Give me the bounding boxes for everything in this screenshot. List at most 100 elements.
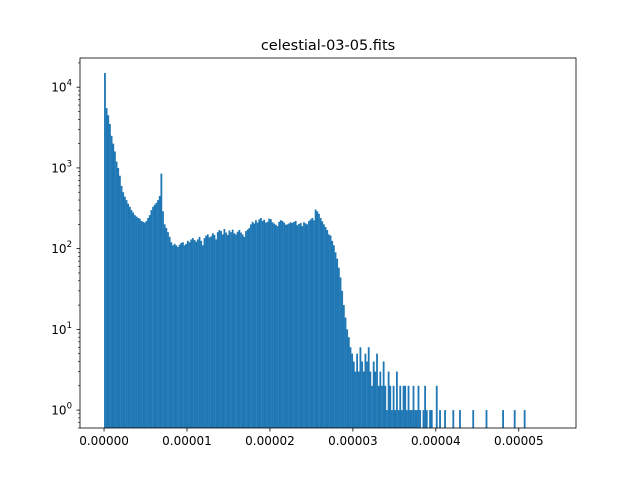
- histogram-bar: [381, 385, 383, 428]
- histogram-bar: [314, 209, 317, 428]
- y-tick-label: 103: [51, 159, 72, 175]
- histogram-bar: [435, 385, 438, 428]
- histogram-bar: [162, 211, 164, 428]
- histogram-bar: [349, 347, 352, 428]
- histogram-bar: [263, 219, 266, 428]
- histogram-bars: [104, 72, 526, 429]
- chart-title: celestial-03-05.fits: [261, 38, 395, 54]
- histogram-bar: [318, 213, 320, 428]
- histogram-bar: [362, 371, 365, 428]
- histogram-bar: [298, 224, 300, 428]
- histogram-bar: [193, 239, 196, 428]
- histogram-bar: [155, 202, 158, 428]
- histogram-bar: [502, 410, 504, 428]
- x-tick-label: 0.00002: [245, 434, 295, 448]
- histogram-bar: [228, 230, 231, 428]
- histogram-bar: [210, 236, 213, 428]
- histogram-bar: [309, 219, 312, 428]
- histogram-bar: [359, 347, 362, 428]
- histogram-bar: [301, 226, 304, 428]
- histogram-bar: [410, 410, 413, 428]
- axes-frame: [79, 57, 577, 429]
- histogram-bar: [107, 115, 110, 428]
- histogram-bar: [213, 234, 216, 428]
- histogram-bar: [168, 236, 171, 428]
- histogram-bar: [158, 195, 161, 428]
- histogram-bar: [334, 252, 337, 428]
- histogram-bar: [138, 218, 141, 428]
- histogram-bar: [206, 234, 209, 428]
- histogram-bar: [203, 238, 206, 428]
- histogram-bar: [200, 240, 203, 428]
- histogram-bar: [226, 234, 229, 428]
- histogram-bar: [180, 242, 183, 428]
- x-tick-label: 0.00000: [79, 434, 129, 448]
- histogram-bar: [331, 240, 334, 428]
- histogram-bar: [276, 226, 279, 428]
- histogram-bar: [321, 221, 324, 428]
- histogram-bar: [147, 217, 149, 428]
- histogram-bar: [133, 215, 136, 428]
- histogram-bar: [459, 410, 461, 428]
- histogram-bar: [175, 245, 178, 428]
- histogram-bar: [372, 361, 375, 428]
- histogram-bar: [417, 385, 420, 428]
- histogram-bar: [241, 234, 244, 428]
- histogram-bar: [271, 222, 274, 428]
- histogram-bar: [145, 221, 148, 428]
- y-axis: 100 101 102 103 104: [51, 62, 80, 429]
- x-tick-label: 0.00003: [328, 434, 378, 448]
- histogram-bar: [485, 410, 488, 428]
- histogram-bar: [238, 230, 241, 428]
- histogram-bar: [268, 218, 271, 428]
- histogram-bar: [253, 223, 256, 428]
- histogram-bar: [439, 410, 441, 428]
- histogram-bar: [223, 229, 226, 428]
- histogram-bar: [160, 173, 163, 428]
- histogram-bar: [216, 232, 219, 428]
- histogram-bar: [336, 258, 339, 428]
- histogram-bar: [444, 410, 446, 428]
- y-tick-label: 100: [51, 402, 72, 418]
- histogram-bar: [379, 371, 382, 428]
- histogram-bar: [248, 228, 251, 428]
- histogram-bar: [177, 246, 179, 428]
- histogram-bar: [117, 167, 120, 429]
- histogram-bar: [185, 243, 188, 428]
- histogram-bar: [291, 222, 294, 428]
- histogram-bar: [104, 72, 106, 429]
- histogram-bar: [304, 223, 307, 428]
- histogram-bar: [354, 371, 357, 428]
- x-axis: 0.00000 0.00001 0.00002 0.00003 0.00004 0.000…: [79, 428, 544, 448]
- histogram-bar: [326, 230, 329, 428]
- histogram-bar: [143, 222, 146, 428]
- histogram-bar: [404, 385, 407, 428]
- histogram-bar: [261, 221, 264, 428]
- histogram-bar: [182, 242, 184, 428]
- x-tick-label: 0.00001: [162, 434, 212, 448]
- histogram-bar: [130, 210, 133, 428]
- histogram-bar: [128, 206, 131, 428]
- histogram-bar: [313, 220, 315, 428]
- histogram-bar: [148, 215, 151, 428]
- histogram-bar: [346, 329, 349, 428]
- x-tick-label: 0.00004: [411, 434, 461, 448]
- histogram-bar: [283, 222, 286, 428]
- histogram-bar: [472, 410, 475, 428]
- histogram-bar: [157, 200, 159, 428]
- histogram-bar: [153, 204, 156, 428]
- y-tick-label: 101: [51, 321, 72, 337]
- histogram-bar: [429, 410, 431, 428]
- histogram-bar: [243, 236, 246, 428]
- histogram-bar: [273, 223, 276, 428]
- histogram-bar: [278, 221, 281, 428]
- histogram-bar: [319, 217, 322, 428]
- histogram-bar: [122, 192, 125, 428]
- histogram-bar: [351, 353, 354, 428]
- histogram-bar: [211, 233, 214, 428]
- histogram-bar: [384, 385, 387, 428]
- histogram-bar: [306, 224, 309, 428]
- histogram-bar: [369, 371, 372, 428]
- histogram-bar: [329, 235, 332, 428]
